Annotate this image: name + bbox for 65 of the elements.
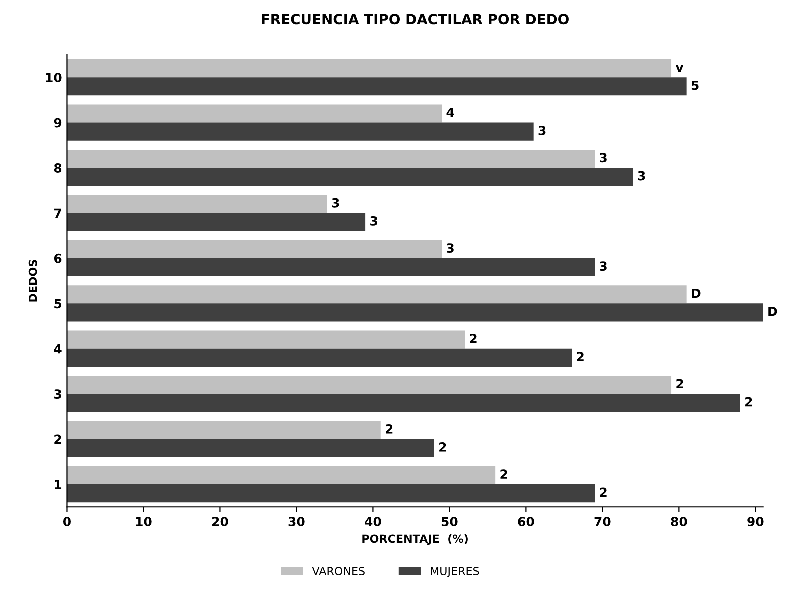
bar xyxy=(67,421,381,440)
annotation: 5 xyxy=(692,80,699,90)
bar xyxy=(67,484,596,503)
bar xyxy=(67,348,572,367)
annotation: 3 xyxy=(370,216,378,226)
x-tick-label: 70 xyxy=(594,517,611,527)
annotation: 3 xyxy=(600,262,607,272)
y-tick-label: 7 xyxy=(54,208,62,218)
bar xyxy=(67,78,687,96)
y-axis-title: DEDOS xyxy=(28,260,38,302)
annotation: 2 xyxy=(386,424,393,434)
y-tick-label: 8 xyxy=(54,163,62,173)
bar xyxy=(67,195,328,214)
bar xyxy=(67,258,596,277)
annotation: v xyxy=(676,65,684,72)
x-axis-title: PORCENTAJE (%) xyxy=(362,534,468,546)
annotation: 2 xyxy=(470,334,477,344)
bar xyxy=(67,104,442,123)
bar xyxy=(67,122,534,141)
annotation: 2 xyxy=(500,470,508,479)
chart-title: FRECUENCIA TIPO DACTILAR POR DEDO xyxy=(262,14,569,25)
bar xyxy=(67,330,465,349)
annotation: 3 xyxy=(447,244,454,254)
annotation: D xyxy=(692,288,701,298)
annotation: 2 xyxy=(577,352,584,362)
bar xyxy=(67,213,366,232)
annotation: 3 xyxy=(332,198,340,208)
x-tick-label: 40 xyxy=(365,517,382,527)
bar xyxy=(67,376,672,394)
y-tick-label: 10 xyxy=(46,73,62,83)
annotation: 2 xyxy=(600,488,607,498)
annotation: 4 xyxy=(446,108,454,118)
legend-label: VARONES xyxy=(312,567,365,576)
bar xyxy=(67,60,672,78)
bar xyxy=(67,466,496,485)
x-tick-label: 30 xyxy=(288,517,305,527)
annotation: 2 xyxy=(676,379,684,388)
x-tick-label: 0 xyxy=(63,517,71,527)
x-tick-label: 50 xyxy=(442,517,458,527)
bar xyxy=(67,304,764,322)
y-tick-label: 9 xyxy=(54,118,62,128)
bar xyxy=(67,439,434,458)
x-tick-label: 90 xyxy=(748,517,764,527)
x-tick-label: 20 xyxy=(212,517,228,527)
x-tick-label: 60 xyxy=(518,517,534,527)
bar xyxy=(67,150,596,168)
annotation: 2 xyxy=(440,442,446,452)
annotation: D xyxy=(768,307,778,316)
y-tick-label: 3 xyxy=(54,390,62,400)
y-tick-label: 5 xyxy=(54,299,62,309)
bar xyxy=(67,394,740,412)
annotation: 2 xyxy=(746,397,752,407)
x-tick-label: 80 xyxy=(671,517,688,527)
bar xyxy=(67,286,687,304)
y-tick-label: 2 xyxy=(54,434,62,444)
bar xyxy=(67,168,634,186)
annotation: 3 xyxy=(638,171,646,181)
y-tick-label: 1 xyxy=(55,480,62,490)
x-tick-label: 10 xyxy=(136,517,152,527)
bar xyxy=(67,240,442,258)
annotation: 3 xyxy=(600,153,607,163)
legend-label: MUJERES xyxy=(431,567,480,578)
y-tick-label: 6 xyxy=(54,254,62,264)
annotation: 3 xyxy=(538,126,546,136)
y-tick-label: 4 xyxy=(54,344,62,354)
